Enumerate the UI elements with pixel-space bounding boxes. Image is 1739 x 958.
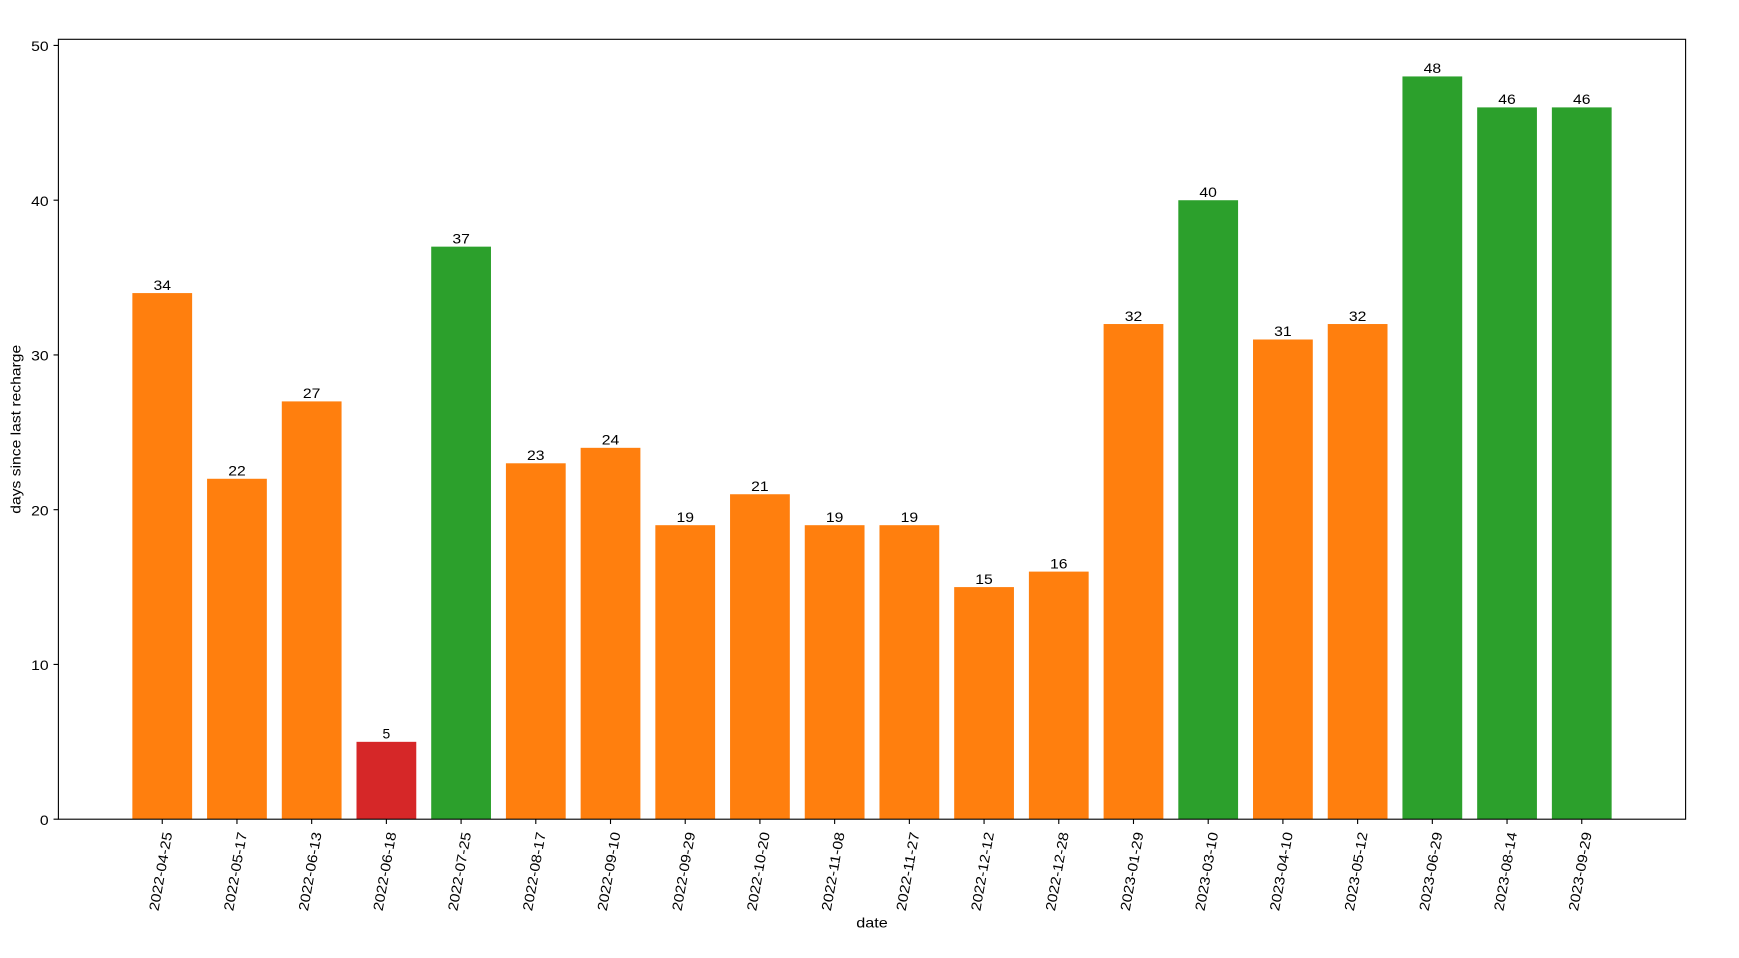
svg-text:46: 46	[1573, 91, 1591, 107]
svg-text:date: date	[856, 914, 888, 930]
svg-text:15: 15	[975, 571, 993, 587]
svg-text:16: 16	[1050, 555, 1068, 571]
svg-text:50: 50	[31, 38, 49, 54]
svg-text:46: 46	[1498, 91, 1516, 107]
svg-text:32: 32	[1125, 308, 1143, 324]
svg-text:19: 19	[901, 509, 919, 525]
svg-text:40: 40	[31, 193, 49, 209]
svg-text:48: 48	[1424, 60, 1442, 76]
svg-text:31: 31	[1274, 323, 1292, 339]
svg-text:37: 37	[452, 230, 470, 246]
svg-text:40: 40	[1199, 184, 1217, 200]
svg-text:24: 24	[602, 432, 620, 448]
svg-text:19: 19	[676, 509, 694, 525]
svg-text:0: 0	[40, 812, 49, 828]
svg-text:23: 23	[527, 447, 545, 463]
svg-text:5: 5	[383, 726, 391, 742]
svg-text:10: 10	[31, 657, 49, 673]
svg-text:27: 27	[303, 385, 321, 401]
svg-text:19: 19	[826, 509, 844, 525]
svg-text:21: 21	[751, 478, 769, 494]
svg-text:32: 32	[1349, 308, 1367, 324]
svg-text:days since last recharge: days since last recharge	[8, 345, 24, 514]
svg-text:22: 22	[228, 462, 246, 478]
svg-text:34: 34	[154, 277, 172, 293]
svg-text:20: 20	[31, 502, 49, 518]
svg-text:30: 30	[31, 348, 49, 364]
